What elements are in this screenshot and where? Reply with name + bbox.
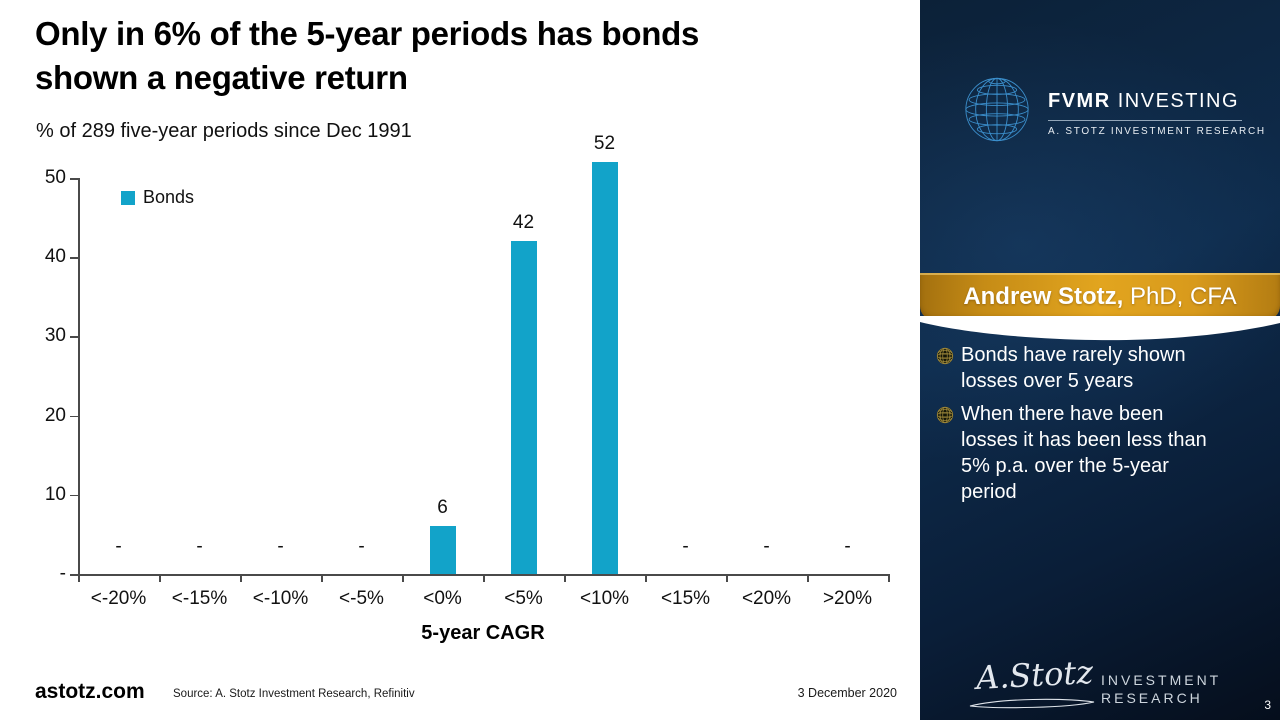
bar [429,526,456,574]
key-points-list: Bonds have rarely shown losses over 5 ye… [936,342,1266,512]
bar-chart: Bonds 5-year CAGR 50 40 30 20 10 - - <-20% - <-15… [44,133,890,644]
y-tick-label: 20 [44,404,66,426]
y-tick-mark [70,257,78,259]
bar-value-label: 6 [437,497,448,519]
y-tick-mark [70,494,78,497]
y-axis-line [78,178,80,576]
x-tick-mark [78,574,80,582]
x-tick-label: <0% [423,588,462,609]
signature-words: INVESTMENT RESEARCH [1101,672,1221,707]
signature-script: A.Stotz [975,652,1094,698]
legend-swatch-bonds [121,190,135,205]
footer-source-note: Source: A. Stotz Investment Research, Re… [173,688,415,700]
x-tick-mark [807,574,809,582]
footer-date: 3 December 2020 [797,686,897,700]
x-tick-mark [483,574,485,582]
x-tick-label: <5% [504,588,543,609]
slide-title: Only in 6% of the 5-year periods has bon… [35,15,700,97]
brand-name: FVMR INVESTING [1048,90,1260,113]
y-tick-mark [70,178,78,180]
legend-label-bonds: Bonds [143,187,195,207]
bar-value-label: - [682,536,689,557]
x-tick-mark [888,574,890,582]
x-tick-mark [402,574,404,582]
sidebar: FVMR INVESTING A. STOTZ INVESTMENT RESEA… [920,0,1280,720]
brand-text: FVMR INVESTING A. STOTZ INVESTMENT RESEA… [1048,90,1266,137]
signature-line1: INVESTMENT [1101,672,1222,688]
y-tick-mark [70,574,78,576]
bullet-text: When there have been losses it has been … [961,403,1207,503]
x-tick-label: <10% [579,588,630,609]
x-tick-label: >20% [822,588,873,609]
bar-value-label: - [196,536,203,557]
y-tick-label: 50 [44,167,66,188]
globe-bullet-icon [936,347,954,365]
brand-name-fvmr: FVMR [1048,90,1111,112]
x-axis-title: 5-year CAGR [421,622,545,644]
brand-divider [1048,120,1242,121]
list-item: Bonds have rarely shown losses over 5 ye… [936,342,1266,394]
x-tick-mark [240,574,242,582]
globe-bullet-icon [936,406,954,424]
signature-block: A.Stotz INVESTMENT RESEARCH [920,648,1280,720]
y-tick-mark [70,336,78,338]
bar-value-label: - [763,536,770,557]
author-name-bold: Andrew Stotz, [963,282,1124,310]
x-tick-mark [159,574,161,582]
y-tick-label: - [59,563,66,584]
footer-website-link[interactable]: astotz.com [35,680,145,703]
x-tick-mark [321,574,323,582]
x-tick-label: <20% [741,588,792,609]
x-tick-mark [564,574,566,582]
bar-value-label: - [277,536,284,557]
signature-line2: RESEARCH [1101,689,1203,706]
y-tick-label: 10 [44,483,66,505]
page-number: 3 [1264,698,1271,712]
x-tick-mark [726,574,728,582]
bar [591,162,618,574]
bar-value-label: 52 [593,133,616,155]
x-tick-mark [645,574,647,582]
brand-block: FVMR INVESTING A. STOTZ INVESTMENT RESEA… [920,0,1280,200]
author-credentials: PhD, CFA [1123,282,1237,310]
bar-value-label: - [844,536,851,557]
brand-subtitle: A. STOTZ INVESTMENT RESEARCH [1048,126,1266,137]
y-tick-label: 30 [44,325,66,347]
author-banner: Andrew Stotz, PhD, CFA [920,273,1280,320]
bullet-text: Bonds have rarely shown losses over 5 ye… [961,344,1186,392]
bar-value-label: 42 [512,212,535,234]
x-tick-label: <-5% [339,588,384,609]
y-tick-label: 40 [44,246,66,268]
x-tick-label: <-10% [252,588,309,609]
x-tick-label: <-20% [90,588,147,609]
x-tick-label: <-15% [171,588,228,609]
bar [510,241,537,574]
globe-logo-icon [965,77,1029,142]
brand-name-investing: INVESTING [1110,90,1240,112]
signature-flourish [969,698,1095,709]
list-item: When there have been losses it has been … [936,401,1266,505]
chart-subtitle: % of 289 five-year periods since Dec 199… [36,120,412,142]
bar-value-label: - [115,536,122,557]
x-tick-label: <15% [660,588,711,609]
banner-swoosh-divider [920,316,1280,341]
chart-legend: Bonds [121,187,194,208]
y-tick-mark [70,415,78,418]
author-name: Andrew Stotz, PhD, CFA [963,283,1236,311]
bar-value-label: - [358,536,365,557]
main-chart-area: Only in 6% of the 5-year periods has bon… [35,15,897,703]
